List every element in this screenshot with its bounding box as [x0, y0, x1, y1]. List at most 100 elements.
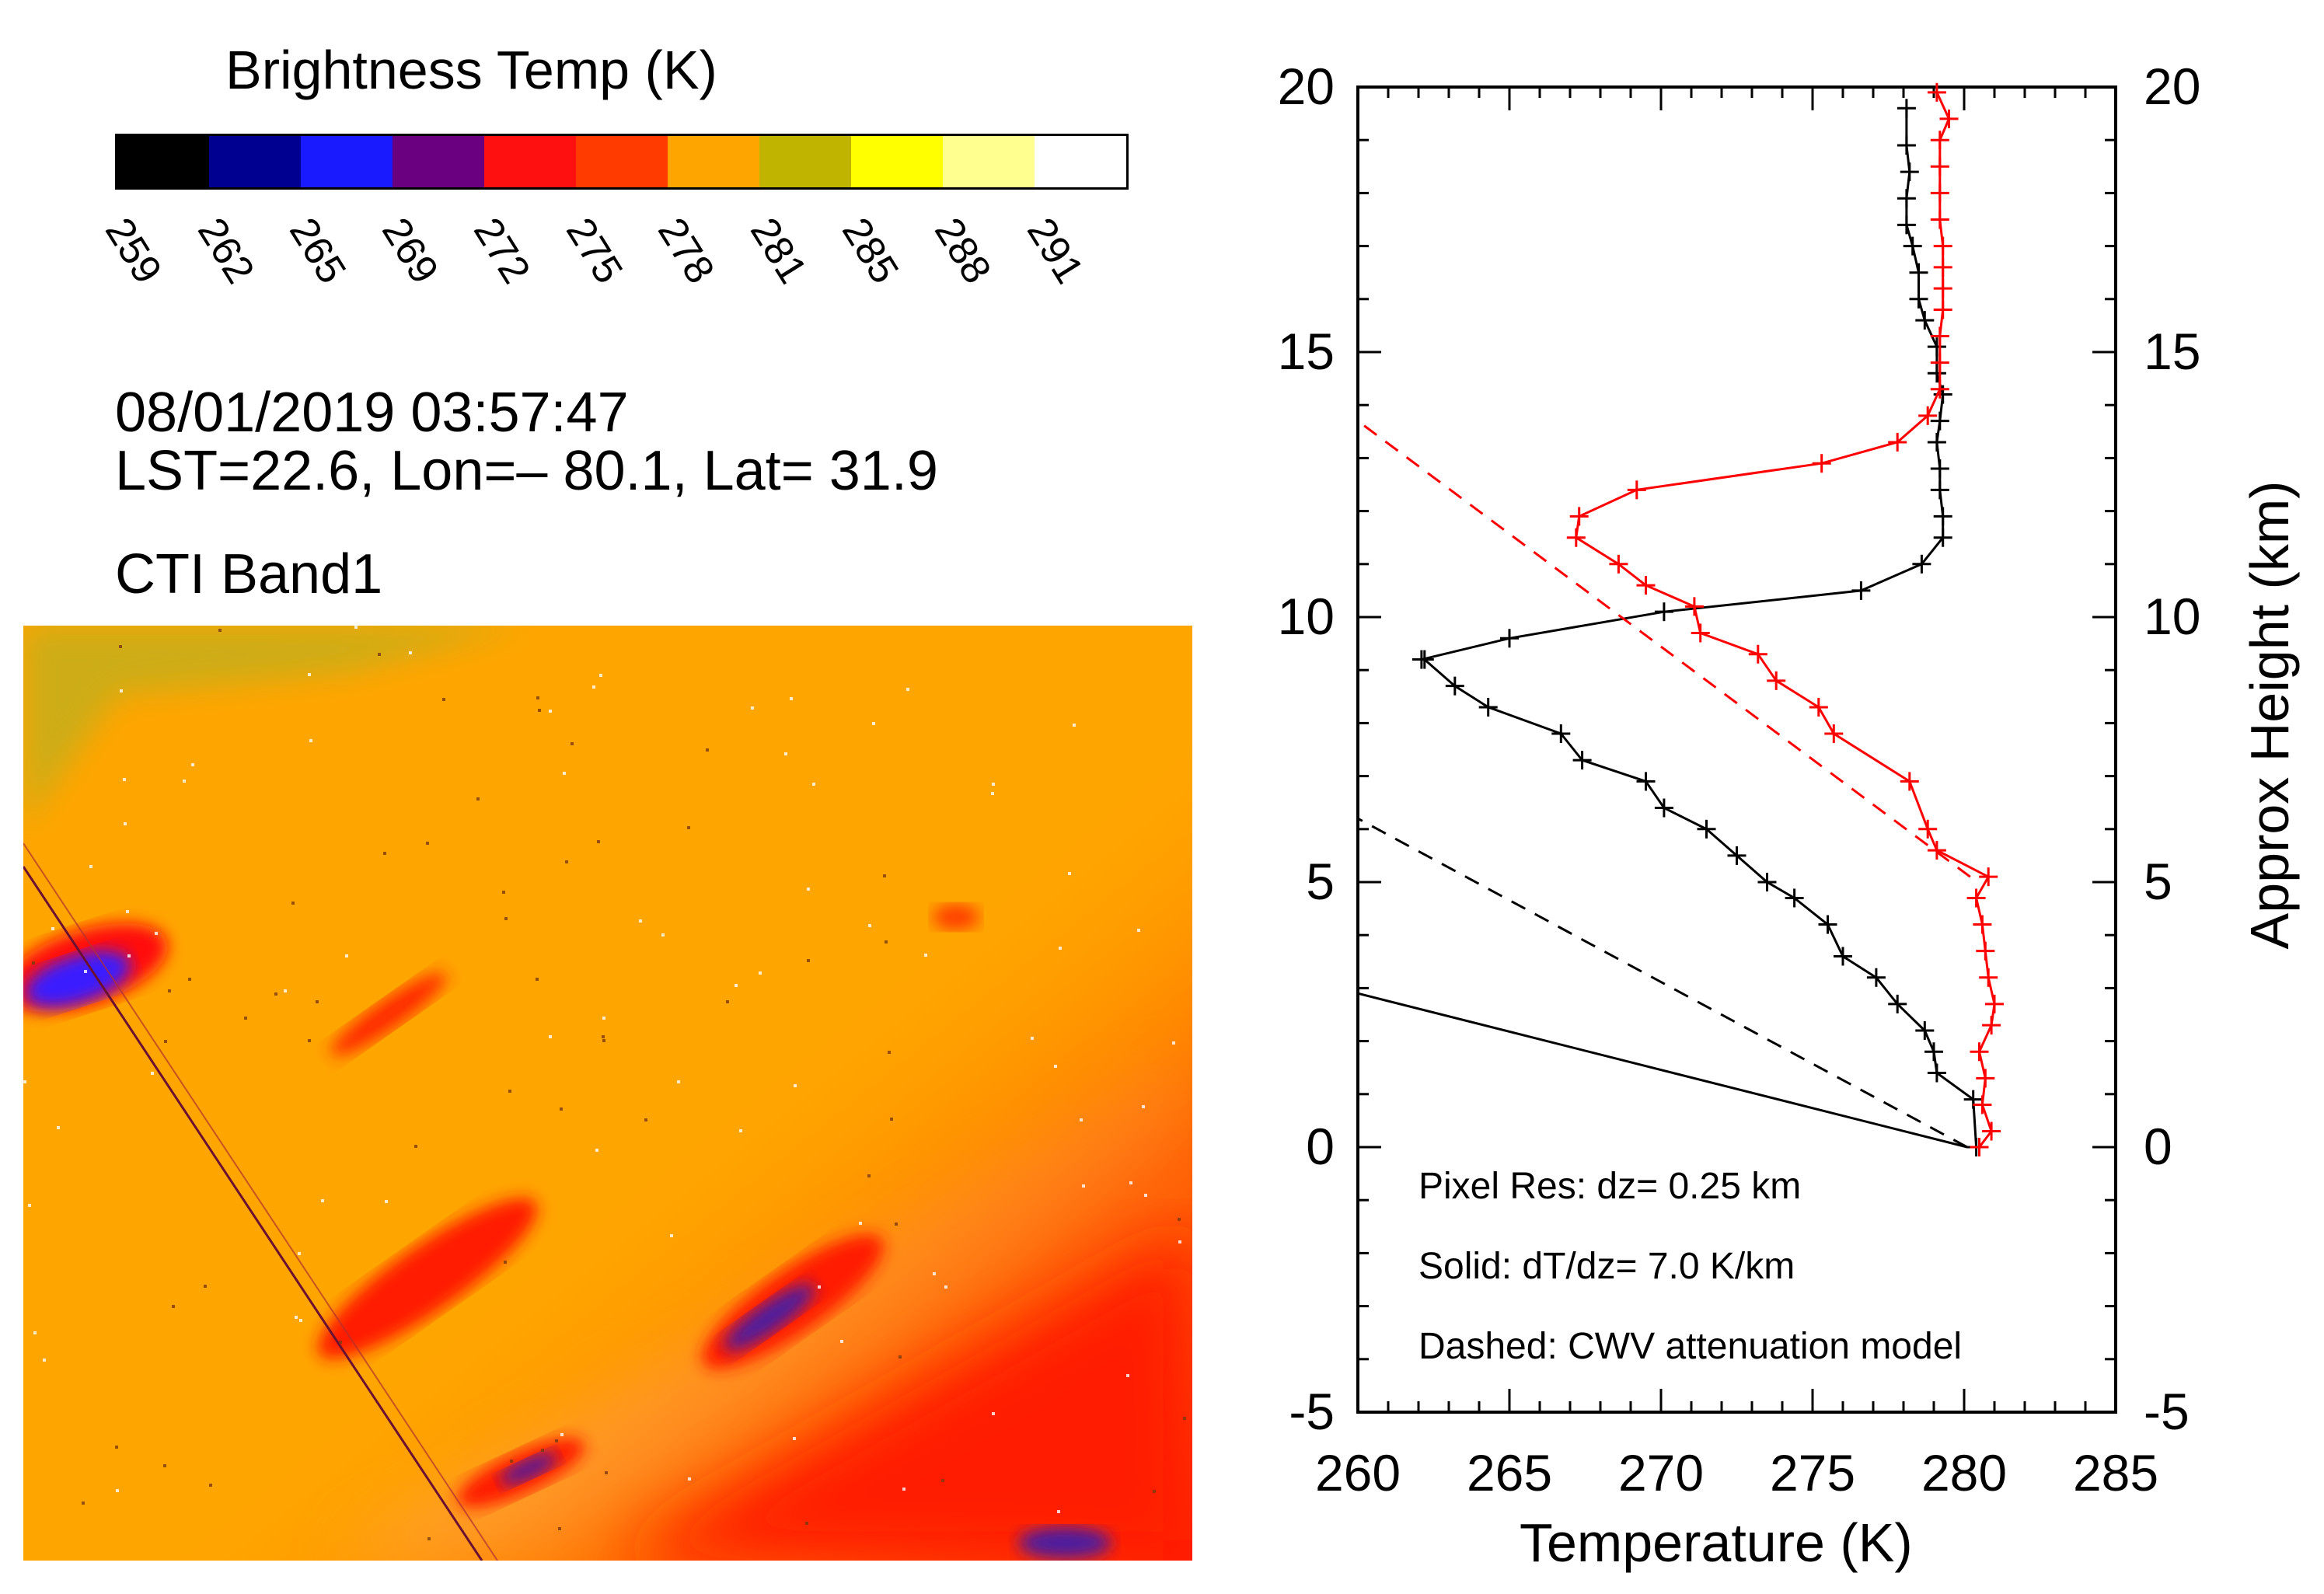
speckle — [427, 1537, 431, 1540]
cloud-5 — [933, 905, 979, 930]
series-marker — [1927, 841, 1946, 860]
series-marker — [1897, 136, 1916, 155]
series-marker — [1627, 480, 1646, 500]
speckle — [1153, 1490, 1156, 1493]
speckle — [941, 1479, 944, 1482]
speckle — [284, 989, 287, 992]
speckle — [191, 763, 194, 766]
speckle — [502, 891, 505, 894]
speckle — [688, 1477, 691, 1481]
series-marker — [1927, 82, 1946, 102]
series-marker — [1609, 554, 1628, 574]
thermal-image — [23, 626, 1192, 1561]
speckle — [565, 860, 568, 863]
speckle — [558, 1527, 561, 1530]
y-tick-label-right: 10 — [2144, 588, 2201, 645]
speckle — [116, 1489, 119, 1492]
cloud-4-core — [500, 1453, 557, 1485]
speckle — [82, 1502, 85, 1505]
series-marker — [1912, 554, 1931, 574]
series-marker — [1551, 724, 1571, 744]
colorbar-segment — [393, 136, 484, 187]
speckle — [560, 1107, 563, 1111]
speckle — [602, 1017, 605, 1020]
speckle — [33, 1331, 37, 1334]
speckle — [244, 1017, 247, 1020]
legend-pixel-res: Pixel Res: dz= 0.25 km — [1418, 1166, 1802, 1207]
speckle — [899, 1355, 902, 1359]
speckle — [308, 673, 311, 676]
speckle — [902, 1488, 906, 1491]
y-tick-label-left: 0 — [1306, 1118, 1335, 1175]
speckle — [168, 989, 171, 992]
series-marker — [1909, 263, 1928, 282]
series-marker — [1900, 772, 1919, 791]
legend-solid: Solid: dT/dz= 7.0 K/km — [1418, 1246, 1795, 1287]
plot-box — [1356, 85, 2117, 1414]
speckle — [1054, 1065, 1057, 1068]
series-marker — [1767, 671, 1786, 690]
series-marker — [1866, 968, 1886, 987]
plot-ticks — [1356, 85, 2117, 1414]
cloud-6 — [1018, 1527, 1111, 1558]
y-tick-label-right: 20 — [2144, 58, 2201, 115]
series-marker — [1930, 459, 1949, 479]
series-marker — [1812, 454, 1831, 473]
series-marker — [1927, 337, 1946, 357]
colorbar — [115, 134, 1129, 190]
speckle — [706, 748, 709, 752]
speckle — [23, 1080, 26, 1083]
speckle — [599, 674, 602, 677]
y-axis-title: Approx Height (km) — [2239, 480, 2300, 950]
speckle — [504, 917, 508, 920]
speckle — [115, 1446, 118, 1449]
speckle — [867, 1174, 871, 1177]
speckle — [1129, 1181, 1132, 1184]
series-marker — [1933, 528, 1952, 547]
speckle — [163, 1464, 166, 1467]
speckle — [204, 1285, 207, 1288]
speckle — [639, 919, 642, 923]
speckle — [1178, 1218, 1181, 1221]
x-tick-label: 270 — [1617, 1444, 1705, 1502]
speckle — [120, 689, 123, 692]
speckle — [560, 1433, 564, 1436]
series-marker — [1973, 915, 1992, 934]
speckle — [784, 752, 787, 755]
series-marker — [1933, 236, 1952, 256]
x-tick-label: 280 — [1921, 1444, 2008, 1502]
speckle — [476, 797, 480, 800]
series-marker — [1572, 751, 1592, 770]
speckle — [677, 1080, 680, 1083]
speckle — [126, 910, 129, 913]
speckle — [89, 865, 92, 868]
speckle — [751, 706, 754, 710]
y-tick-label-left: 10 — [1277, 588, 1335, 645]
series-marker — [1979, 867, 1998, 887]
series-marker — [1569, 507, 1589, 526]
speckle — [164, 1040, 167, 1043]
series-marker — [1927, 364, 1946, 383]
speckle — [172, 1305, 175, 1308]
series-marker — [1636, 772, 1656, 791]
series-marker — [1654, 602, 1673, 622]
speckle — [687, 826, 690, 829]
series-marker — [1930, 210, 1949, 229]
speckle — [883, 874, 886, 877]
speckle — [536, 978, 539, 981]
series-marker — [1930, 157, 1949, 176]
speckle — [807, 888, 810, 891]
speckle — [541, 1449, 544, 1452]
speckle — [299, 1319, 302, 1322]
speckle — [812, 783, 815, 786]
speckle — [868, 924, 871, 927]
speckle — [549, 1035, 552, 1038]
series-marker — [1748, 644, 1767, 664]
y-tick-label-left: 5 — [1306, 853, 1335, 910]
speckle — [1080, 1118, 1083, 1121]
y-tick-label-left: 15 — [1277, 323, 1335, 380]
speckle — [595, 1149, 598, 1152]
speckle — [906, 688, 909, 691]
speckle — [151, 1072, 154, 1075]
